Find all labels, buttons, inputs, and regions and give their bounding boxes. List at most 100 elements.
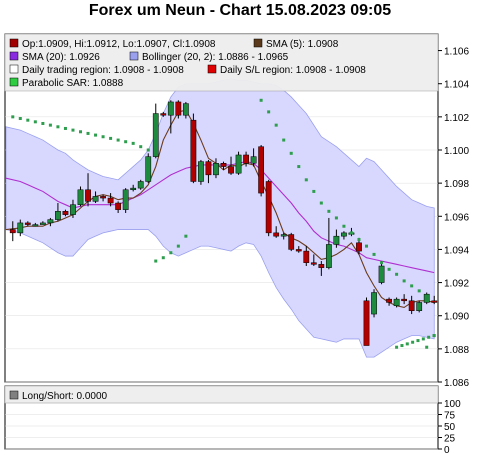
y-tick-label: 0 xyxy=(444,445,450,456)
y-tick-label: 75 xyxy=(444,411,456,422)
candle-body xyxy=(235,154,242,174)
sar-dot xyxy=(410,284,414,288)
sar-dot xyxy=(421,337,425,341)
candle-body xyxy=(243,154,249,164)
candle-body xyxy=(333,235,340,245)
sar-dot xyxy=(86,131,90,135)
candle-body xyxy=(378,265,385,283)
y-tick-label: 1.100 xyxy=(444,146,469,157)
y-tick-label: 1.090 xyxy=(444,312,469,323)
sar-dot xyxy=(94,133,98,137)
sar-dot xyxy=(169,251,173,255)
sar-dot xyxy=(432,334,436,338)
sar-dot xyxy=(400,344,404,348)
candle-body xyxy=(77,189,84,205)
legend-swatch-ohlc xyxy=(9,38,19,48)
sar-dot xyxy=(154,259,158,263)
candle-body xyxy=(167,101,174,116)
candle-body xyxy=(408,300,415,311)
legend-sar: Parabolic SAR: 1.0888 xyxy=(22,78,124,89)
sar-dot xyxy=(124,140,128,144)
candle-body xyxy=(70,204,76,215)
candle-body xyxy=(401,298,408,302)
sar-dot xyxy=(259,98,263,102)
sar-dot xyxy=(274,123,278,127)
legend-swatch-sl-region xyxy=(207,64,217,74)
sar-dot xyxy=(405,342,409,346)
y-tick-label: 1.086 xyxy=(444,378,469,389)
sar-dot xyxy=(357,237,361,241)
y-tick-label: 25 xyxy=(444,434,456,445)
candle-body xyxy=(213,163,219,176)
candle-body xyxy=(152,113,159,157)
sar-dot xyxy=(18,117,22,121)
candle-body xyxy=(32,224,39,227)
candle-body xyxy=(160,113,167,116)
sar-dot xyxy=(334,216,338,220)
sar-dot xyxy=(71,128,75,132)
sar-dot xyxy=(56,125,60,129)
legend-swatch-sma20 xyxy=(9,51,19,61)
sar-dot xyxy=(116,138,120,142)
candle-body xyxy=(295,249,302,252)
candle-body xyxy=(115,202,122,210)
sar-dot xyxy=(101,135,105,139)
candle-body xyxy=(130,187,137,191)
candle-body xyxy=(55,211,61,220)
sar-dot xyxy=(109,136,113,140)
y-tick-label: 1.106 xyxy=(444,47,469,58)
candle-body xyxy=(190,119,197,182)
sar-dot xyxy=(282,138,286,142)
sar-dot xyxy=(395,345,399,349)
y-tick-label: 1.092 xyxy=(444,279,469,290)
lower-legend-box xyxy=(4,385,439,404)
sar-dot xyxy=(372,252,376,256)
sar-dot xyxy=(416,339,420,343)
legend-sma5: SMA (5): 1.0908 xyxy=(266,39,339,50)
candle-body xyxy=(17,222,24,234)
y-tick-label: 100 xyxy=(444,399,461,410)
sar-dot xyxy=(41,121,45,125)
sar-dot xyxy=(365,244,368,248)
candle-body xyxy=(100,196,106,199)
sar-dot xyxy=(327,209,331,213)
legend-swatch-bollinger xyxy=(129,51,139,61)
legend-swatch-sar xyxy=(9,77,19,87)
sar-dot xyxy=(349,231,353,235)
legend-swatch-long-short xyxy=(9,390,19,400)
candle-body xyxy=(341,232,347,237)
sar-dot xyxy=(161,256,165,260)
sar-dot xyxy=(33,120,37,124)
y-tick-label: 1.102 xyxy=(444,113,469,124)
sar-dot xyxy=(184,234,188,238)
sar-dot xyxy=(131,141,135,145)
legend-swatch-trading-region xyxy=(9,64,19,74)
candle-body xyxy=(273,232,280,237)
sar-dot xyxy=(176,244,180,248)
candle-body xyxy=(363,300,370,346)
sar-dot xyxy=(26,118,30,122)
candle-body xyxy=(198,161,204,182)
legend-ohlc: Op:1.0909, Hi:1.0912, Lo:1.0907, Cl:1.09… xyxy=(22,39,216,50)
candle-body xyxy=(258,146,265,194)
sar-dot xyxy=(63,126,67,130)
candle-body xyxy=(318,264,325,268)
legend-swatch-sma5 xyxy=(253,38,263,48)
candle-body xyxy=(416,302,423,311)
candle-body xyxy=(325,244,332,268)
candle-body xyxy=(288,234,295,250)
sar-dot xyxy=(312,189,316,193)
sar-dot xyxy=(417,289,421,293)
sar-dot xyxy=(297,165,301,169)
sar-dot xyxy=(411,340,415,344)
y-tick-label: 1.088 xyxy=(444,345,469,356)
candle-body xyxy=(92,196,99,202)
candle-body xyxy=(265,181,272,234)
legend-long-short: Long/Short: 0.0000 xyxy=(22,391,108,402)
sar-dot xyxy=(425,345,429,349)
candle-body xyxy=(205,161,212,176)
candle-body xyxy=(228,166,234,174)
sar-dot xyxy=(342,224,346,228)
